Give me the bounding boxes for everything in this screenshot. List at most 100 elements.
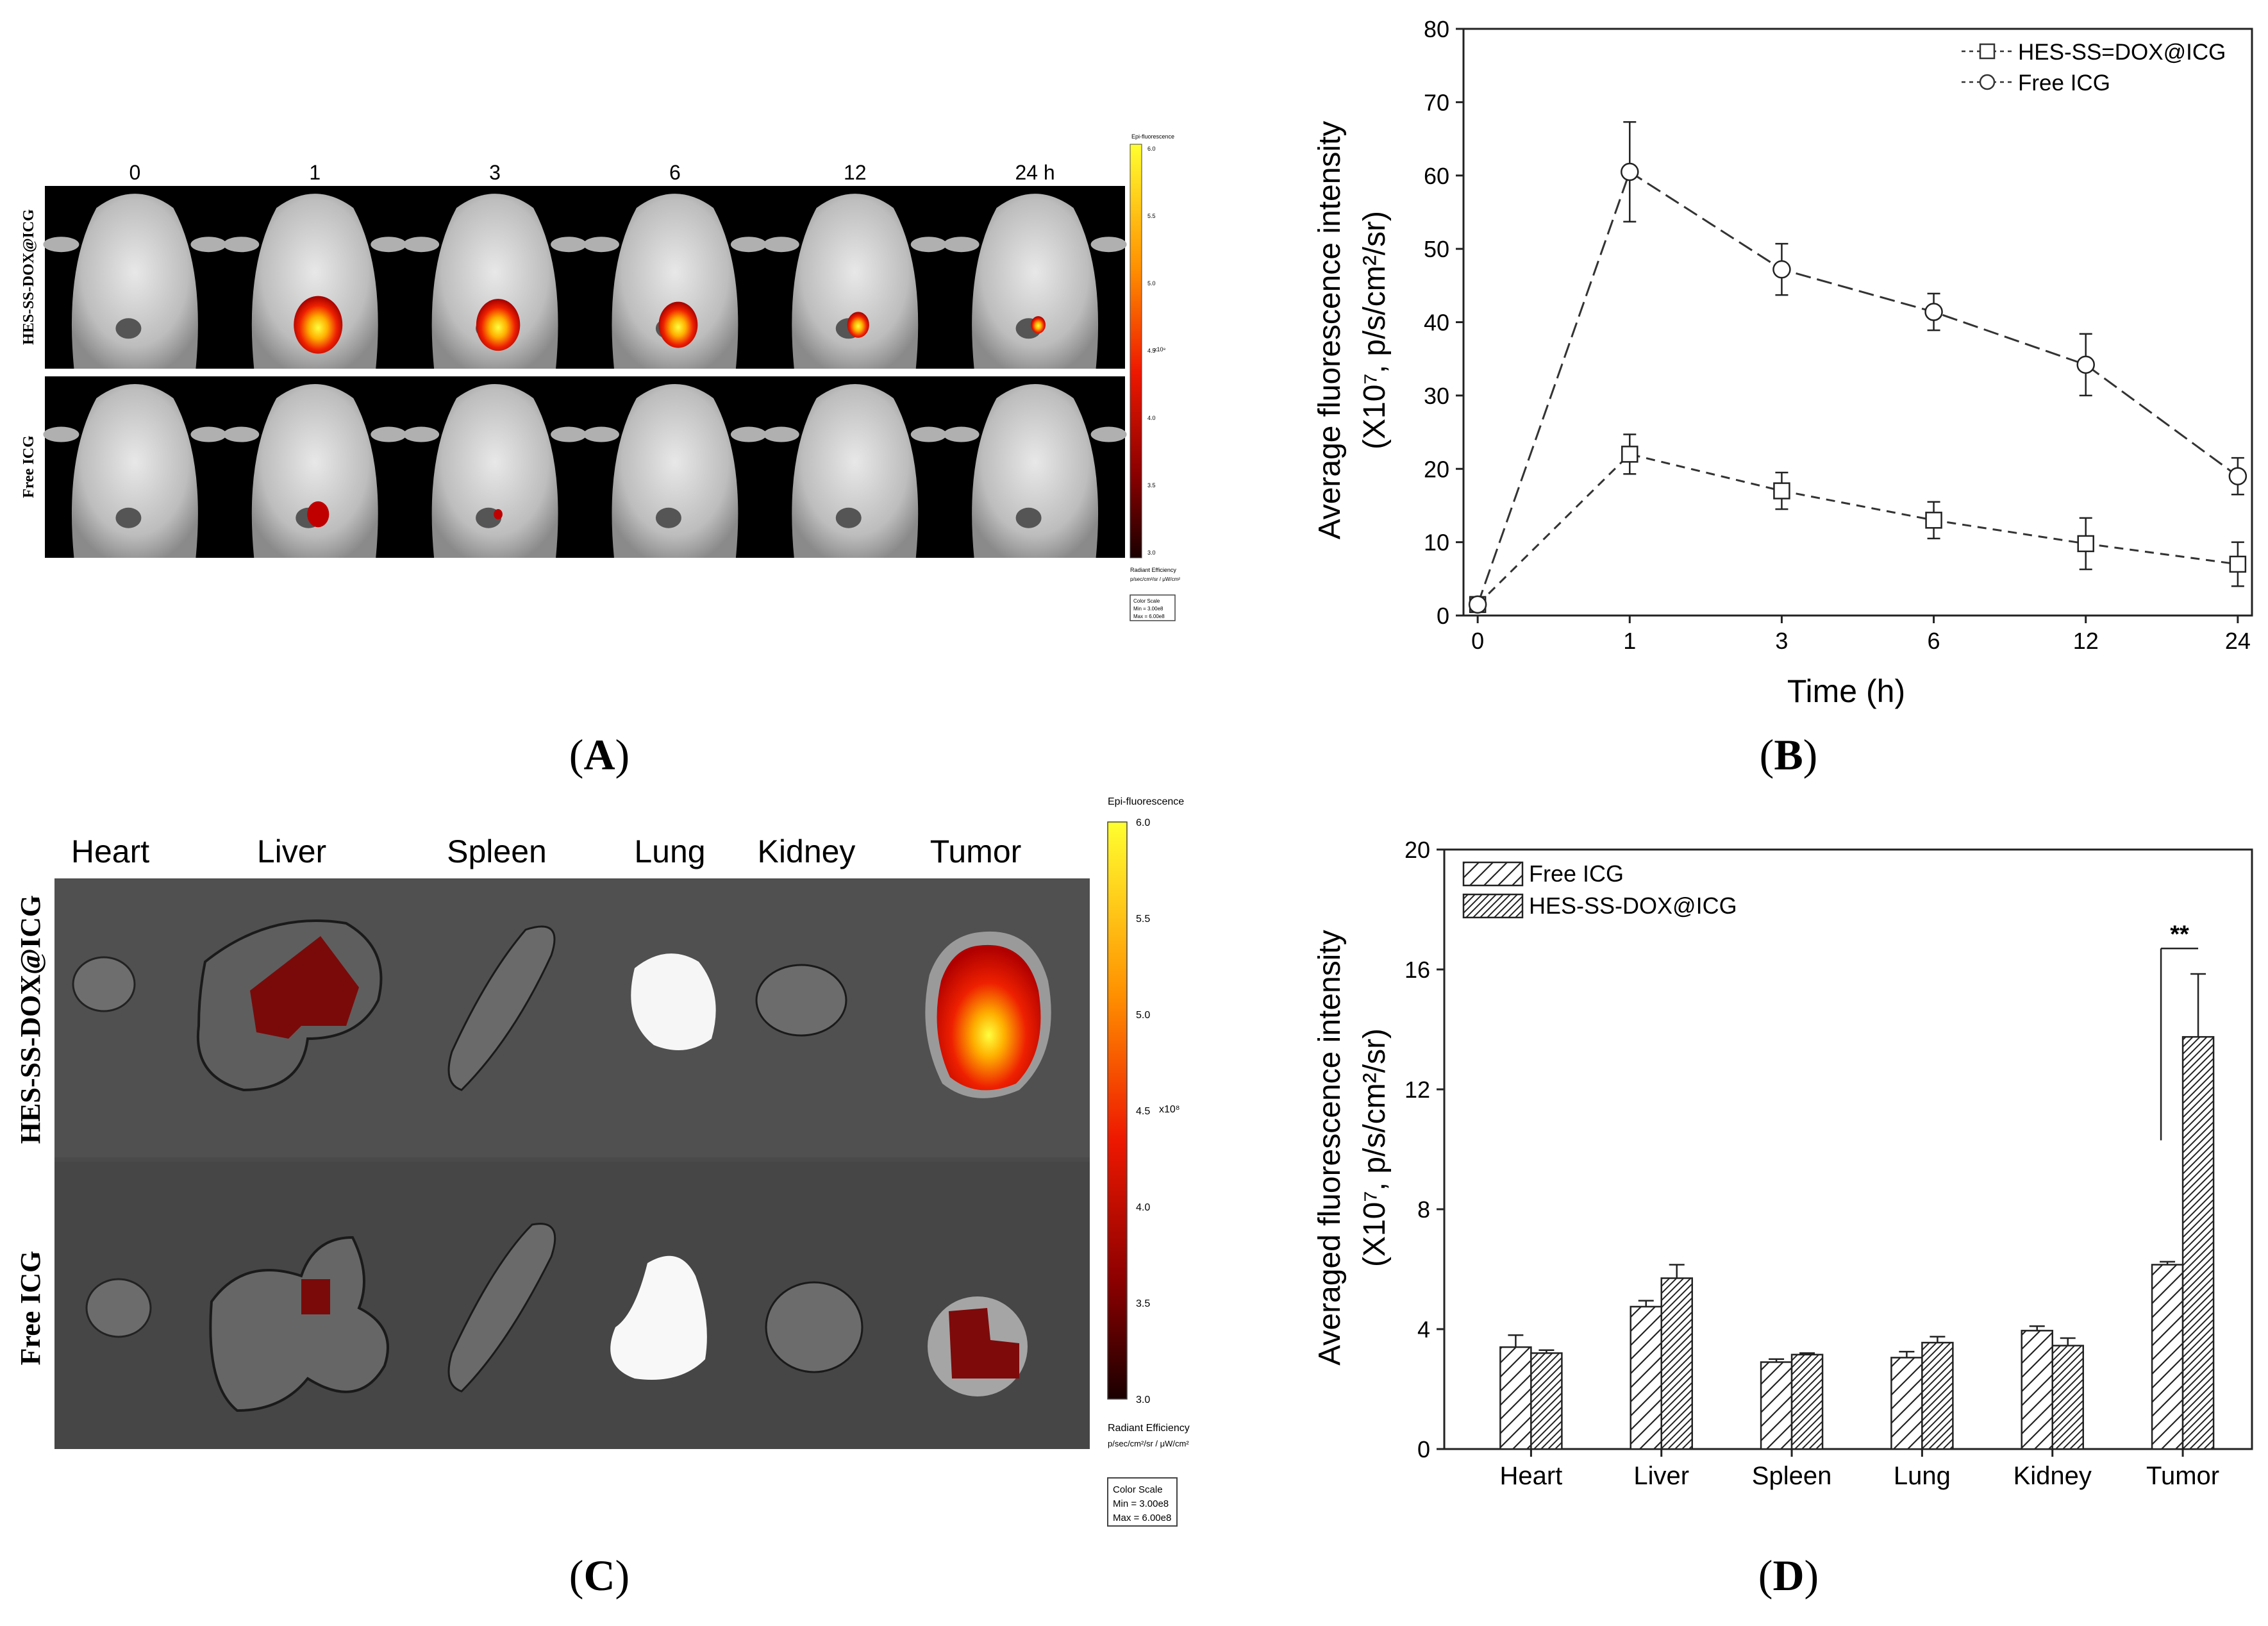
significance-marker: ** bbox=[2170, 921, 2189, 948]
mouse-paw bbox=[943, 426, 980, 442]
scale-tick-label: 4.5 bbox=[1147, 348, 1156, 354]
scale-tick-label: 5.0 bbox=[1147, 280, 1156, 287]
y-tick-label: 40 bbox=[1424, 310, 1449, 336]
scale-tick-label: 4.0 bbox=[1147, 415, 1156, 421]
panel-a: 0 1 3 6 12 24 h HES-SS-DOX@ICG Free ICG Epi-f… bbox=[21, 133, 1180, 779]
mouse-image bbox=[943, 383, 1127, 558]
data-point-circle bbox=[1621, 162, 1639, 181]
panel-c-bottom-tray bbox=[54, 1162, 1090, 1449]
panel-a-scale-exp: x10⁸ bbox=[1154, 346, 1166, 353]
panel-c-scale-box bbox=[1107, 1477, 1178, 1527]
panel-a-row-divider bbox=[45, 369, 1125, 376]
fluorescence-signal bbox=[294, 296, 343, 354]
bar bbox=[1890, 1357, 1923, 1450]
bars-free-icg bbox=[1499, 1261, 2184, 1450]
panel-a-scale-box-line1: Color Scale bbox=[1133, 598, 1160, 604]
mouse-paw bbox=[371, 426, 407, 442]
mouse-paw bbox=[1090, 237, 1127, 253]
tumor-signal-free bbox=[949, 1308, 1019, 1379]
mouse-image bbox=[763, 383, 947, 558]
mouse-body bbox=[792, 194, 919, 369]
panel-a-scale-box bbox=[1130, 594, 1176, 621]
mouse-image bbox=[223, 194, 407, 369]
panel-d-x-axis: Heart Liver Spleen Lung Kidney Tumor bbox=[1499, 1449, 2219, 1490]
organ-label: Lung bbox=[634, 834, 705, 869]
panel-b-y-title-line2: (X10⁷, p/s/cm²/sr) bbox=[1358, 211, 1392, 449]
x-tick-label: 6 bbox=[1928, 628, 1940, 654]
mouse-body bbox=[431, 383, 558, 558]
panel-b-plot-frame bbox=[1462, 28, 2253, 617]
x-tick-label: Heart bbox=[1499, 1462, 1562, 1490]
panel-c-scale-unit-title: Radiant Efficiency bbox=[1108, 1423, 1190, 1434]
panel-a-color-scale: Epi-fluorescence 6.0 5.5 5.0 4.5 4.0 3.5 3.0 x… bbox=[1130, 133, 1180, 621]
mouse-tumor-site bbox=[115, 318, 142, 339]
x-tick-label: 3 bbox=[1775, 628, 1788, 654]
mouse-body bbox=[972, 194, 1099, 369]
panel-d-plot-frame bbox=[1443, 848, 2253, 1450]
x-tick-label: Liver bbox=[1633, 1462, 1689, 1490]
panel-a-label: (A) bbox=[569, 730, 630, 779]
data-point-square bbox=[1773, 482, 1790, 499]
mouse-image bbox=[583, 194, 767, 369]
panel-b-x-title: Time (h) bbox=[1787, 673, 1905, 709]
panel-a-time-label: 24 h bbox=[1015, 161, 1055, 184]
mouse-paw bbox=[403, 426, 440, 442]
legend-marker-square bbox=[1979, 43, 1996, 60]
mouse-body bbox=[612, 194, 738, 369]
organ-label: Liver bbox=[257, 834, 326, 869]
panel-c-row-label-free: Free ICG bbox=[15, 1251, 46, 1366]
mouse-image bbox=[403, 194, 587, 369]
bar bbox=[1630, 1305, 1662, 1450]
y-tick-label: 0 bbox=[1437, 603, 1449, 629]
bar bbox=[1530, 1352, 1563, 1450]
fluorescence-signal bbox=[476, 299, 521, 351]
mouse-paw bbox=[551, 426, 587, 442]
panel-d-y-title-line2: (X10⁷, p/s/cm²/sr) bbox=[1358, 1028, 1392, 1267]
panel-c-color-scale: Epi-fluorescence 6.0 5.5 5.0 4.5 4.0 3.5 3.0 x… bbox=[1107, 796, 1190, 1527]
mouse-paw bbox=[583, 237, 619, 253]
bars-hes bbox=[1530, 973, 2215, 1450]
mice-row-hes bbox=[43, 194, 1127, 369]
data-point-square bbox=[2077, 535, 2094, 553]
mouse-tumor-site bbox=[1015, 507, 1042, 528]
panel-a-scale-bar bbox=[1130, 144, 1142, 558]
bar bbox=[2051, 1345, 2084, 1450]
mouse-paw bbox=[223, 426, 260, 442]
x-tick-label: 0 bbox=[1471, 628, 1484, 654]
organ-kidney-free bbox=[765, 1281, 863, 1373]
organ-spleen-hes bbox=[447, 925, 556, 1091]
x-tick-label: Tumor bbox=[2146, 1462, 2219, 1490]
panel-c-scale-box-line2: Min = 3.00e8 bbox=[1113, 1498, 1169, 1509]
y-tick-label: 80 bbox=[1424, 16, 1449, 42]
scale-tick-label: 5.0 bbox=[1136, 1010, 1150, 1021]
organ-lung-free bbox=[610, 1255, 707, 1380]
series-line bbox=[1477, 453, 2239, 605]
series-hes bbox=[1469, 433, 2247, 614]
panel-c-scale-box-line1: Color Scale bbox=[1113, 1484, 1163, 1495]
mouse-paw bbox=[763, 426, 799, 442]
panel-a-row-label-hes: HES-SS-DOX@ICG bbox=[21, 209, 37, 345]
panel-b-y-title-line1: Average fluorescence intensity bbox=[1313, 121, 1347, 540]
mouse-body bbox=[612, 383, 738, 558]
panel-a-time-label: 1 bbox=[309, 161, 321, 184]
y-tick-label: 70 bbox=[1424, 89, 1449, 115]
panel-c-scale-unit: p/sec/cm²/sr / μW/cm² bbox=[1108, 1439, 1189, 1448]
panel-a-scale-unit: p/sec/cm²/sr / μW/cm² bbox=[1130, 576, 1180, 582]
mouse-image bbox=[403, 383, 587, 558]
y-tick-label: 60 bbox=[1424, 163, 1449, 189]
y-tick-label: 16 bbox=[1405, 957, 1430, 983]
mice-row-free-icg bbox=[43, 383, 1127, 558]
organ-kidney-hes bbox=[755, 964, 847, 1037]
mouse-paw bbox=[763, 237, 799, 253]
mouse-body bbox=[972, 383, 1099, 558]
scale-tick-label: 3.5 bbox=[1147, 482, 1156, 489]
mouse-paw bbox=[190, 426, 227, 442]
data-point-circle bbox=[1772, 260, 1791, 279]
organs-row-free-icg bbox=[85, 1223, 1028, 1412]
legend-label-hes-d: HES-SS-DOX@ICG bbox=[1529, 893, 1737, 919]
panel-b-label: (B) bbox=[1760, 730, 1818, 779]
mouse-tumor-site bbox=[835, 507, 862, 528]
panel-c-organ-labels: Heart Liver Spleen Lung Kidney Tumor bbox=[71, 834, 1021, 869]
panel-a-time-labels: 0 1 3 6 12 24 h bbox=[129, 161, 1055, 184]
